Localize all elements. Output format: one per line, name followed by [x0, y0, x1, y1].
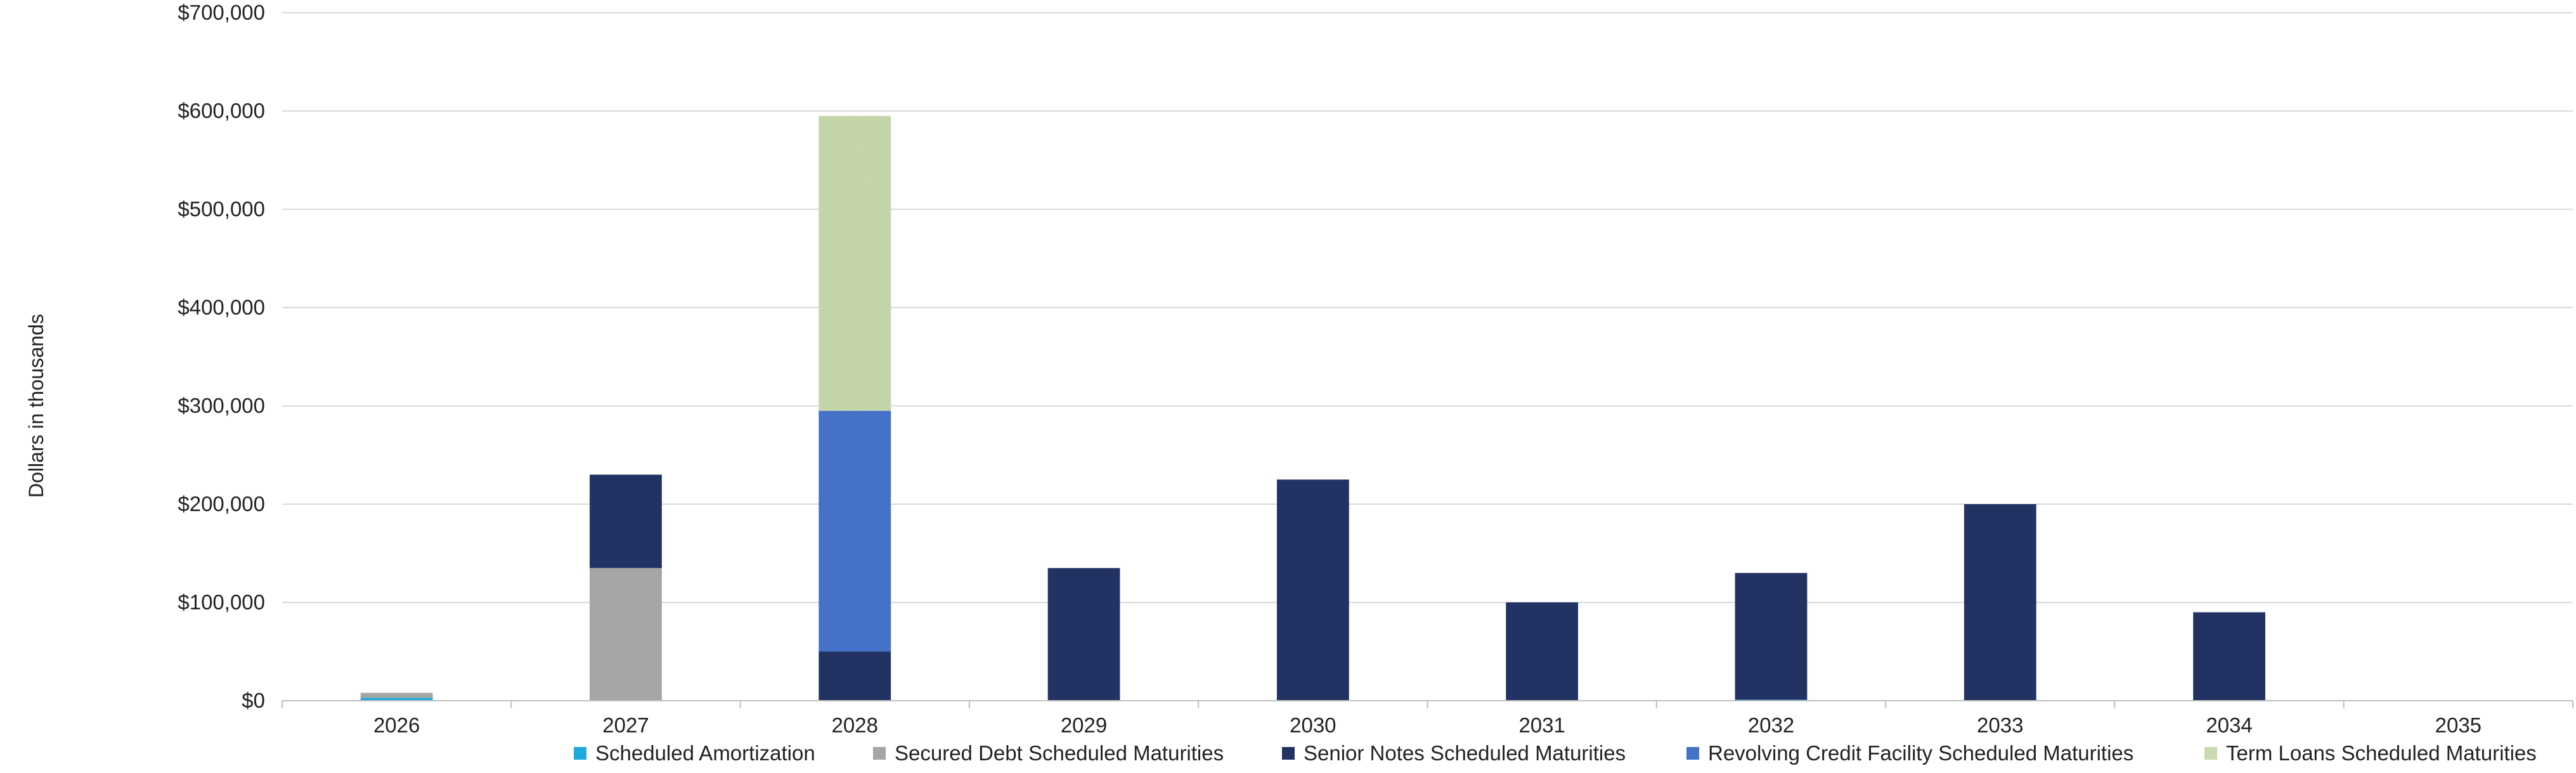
x-tick-label: 2030: [1290, 713, 1336, 737]
legend-label: Revolving Credit Facility Scheduled Matu…: [1708, 741, 2133, 765]
x-tick-label: 2029: [1061, 713, 1107, 737]
bar-segment: [1735, 573, 1808, 700]
x-axis: [282, 700, 2573, 708]
bar-segment: [819, 651, 891, 701]
legend-label: Term Loans Scheduled Maturities: [2226, 741, 2537, 765]
legend-label: Secured Debt Scheduled Maturities: [895, 741, 1224, 765]
bar-segment: [819, 410, 891, 652]
bar-segment: [590, 474, 662, 568]
bar-segment: [2193, 612, 2265, 701]
x-axis-tick-labels: 2026 2027 2028 2029 2030 2031 2032 2033 2034 2035: [373, 713, 2482, 737]
x-tick-label: 2028: [832, 713, 878, 737]
x-tick-label: 2027: [602, 713, 649, 737]
x-tick-label: 2035: [2435, 713, 2482, 737]
legend-label: Senior Notes Scheduled Maturities: [1304, 741, 1626, 765]
legend-label: Scheduled Amortization: [595, 741, 815, 765]
bar-segment: [360, 692, 433, 698]
legend-swatch: [873, 747, 886, 760]
x-tick-label: 2032: [1748, 713, 1794, 737]
y-tick-label: $600,000: [178, 99, 265, 122]
bar-segment: [1964, 504, 2036, 701]
x-tick-label: 2031: [1518, 713, 1565, 737]
legend: Scheduled Amortization Secured Debt Sched…: [574, 741, 2537, 765]
y-tick-label: $0: [242, 689, 265, 712]
legend-swatch: [1282, 747, 1295, 760]
y-tick-label: $300,000: [178, 394, 265, 417]
gridlines: [282, 12, 2573, 603]
bar-segment: [590, 568, 662, 701]
legend-swatch: [1686, 747, 1699, 760]
y-tick-label: $500,000: [178, 197, 265, 221]
bar-segment: [360, 698, 433, 701]
legend-swatch: [2204, 747, 2217, 760]
y-tick-label: $200,000: [178, 492, 265, 516]
bar-segment: [1276, 479, 1349, 701]
bar-segment: [1047, 568, 1120, 701]
x-tick-label: 2034: [2206, 713, 2252, 737]
x-tick-label: 2033: [1977, 713, 2023, 737]
y-tick-label: $400,000: [178, 296, 265, 319]
bars: [360, 115, 2265, 701]
bar-segment: [819, 115, 891, 411]
y-axis-title: Dollars in thousands: [25, 314, 48, 498]
x-tick-label: 2026: [373, 713, 420, 737]
y-axis-tick-labels: $0 $100,000 $200,000 $300,000 $400,000 $500,0…: [178, 1, 265, 712]
legend-swatch: [574, 747, 586, 760]
bar-segment: [1506, 602, 1579, 701]
y-tick-label: $100,000: [178, 590, 265, 614]
y-tick-label: $700,000: [178, 1, 265, 24]
